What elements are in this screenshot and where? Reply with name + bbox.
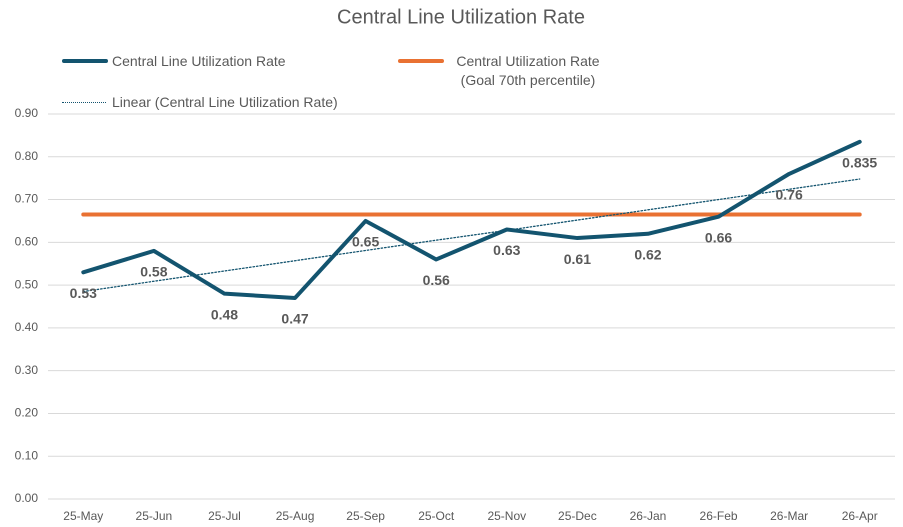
legend-label: Central Utilization Rate (Goal 70th perc…	[456, 53, 600, 88]
x-tick-label: 26-Apr	[842, 509, 878, 523]
x-tick-label: 25-May	[63, 509, 103, 523]
legend-swatch	[62, 59, 108, 63]
y-tick-label: 0.50	[15, 277, 39, 291]
data-label: 0.56	[423, 272, 450, 288]
y-tick-label: 0.70	[15, 192, 39, 206]
x-tick-label: 26-Jan	[630, 509, 667, 523]
data-label: 0.65	[352, 234, 379, 250]
legend-label: Central Line Utilization Rate	[112, 53, 286, 69]
x-tick-label: 25-Jun	[136, 509, 173, 523]
x-tick-label: 25-Oct	[418, 509, 455, 523]
data-label: 0.53	[70, 285, 97, 301]
y-tick-label: 0.60	[15, 235, 39, 249]
data-label: 0.47	[281, 311, 308, 327]
chart-title: Central Line Utilization Rate	[337, 6, 585, 28]
data-label: 0.58	[140, 264, 167, 280]
data-label: 0.835	[842, 155, 877, 171]
x-tick-label: 25-Sep	[346, 509, 385, 523]
x-tick-label: 25-Dec	[558, 509, 597, 523]
legend-label: Linear (Central Line Utilization Rate)	[112, 94, 338, 110]
x-tick-label: 25-Aug	[276, 509, 315, 523]
legend-swatch	[398, 59, 444, 63]
y-tick-label: 0.20	[15, 406, 39, 420]
data-label: 0.61	[564, 251, 591, 267]
x-tick-label: 25-Nov	[487, 509, 526, 523]
y-tick-label: 0.90	[15, 106, 39, 120]
series-line	[82, 178, 861, 293]
data-label: 0.63	[493, 242, 520, 258]
y-tick-label: 0.30	[15, 363, 39, 377]
y-tick-label: 0.00	[15, 491, 39, 505]
x-tick-label: 26-Mar	[770, 509, 808, 523]
y-tick-label: 0.10	[15, 448, 39, 462]
data-label: 0.76	[776, 187, 803, 203]
data-label: 0.66	[705, 229, 732, 245]
series-line	[81, 139, 862, 300]
y-tick-label: 0.40	[15, 320, 39, 334]
legend-swatch	[62, 102, 106, 103]
data-label: 0.48	[211, 306, 238, 322]
x-tick-label: 25-Jul	[208, 509, 241, 523]
y-tick-label: 0.80	[15, 149, 39, 163]
data-label: 0.62	[634, 246, 661, 262]
x-tick-label: 26-Feb	[700, 509, 738, 523]
